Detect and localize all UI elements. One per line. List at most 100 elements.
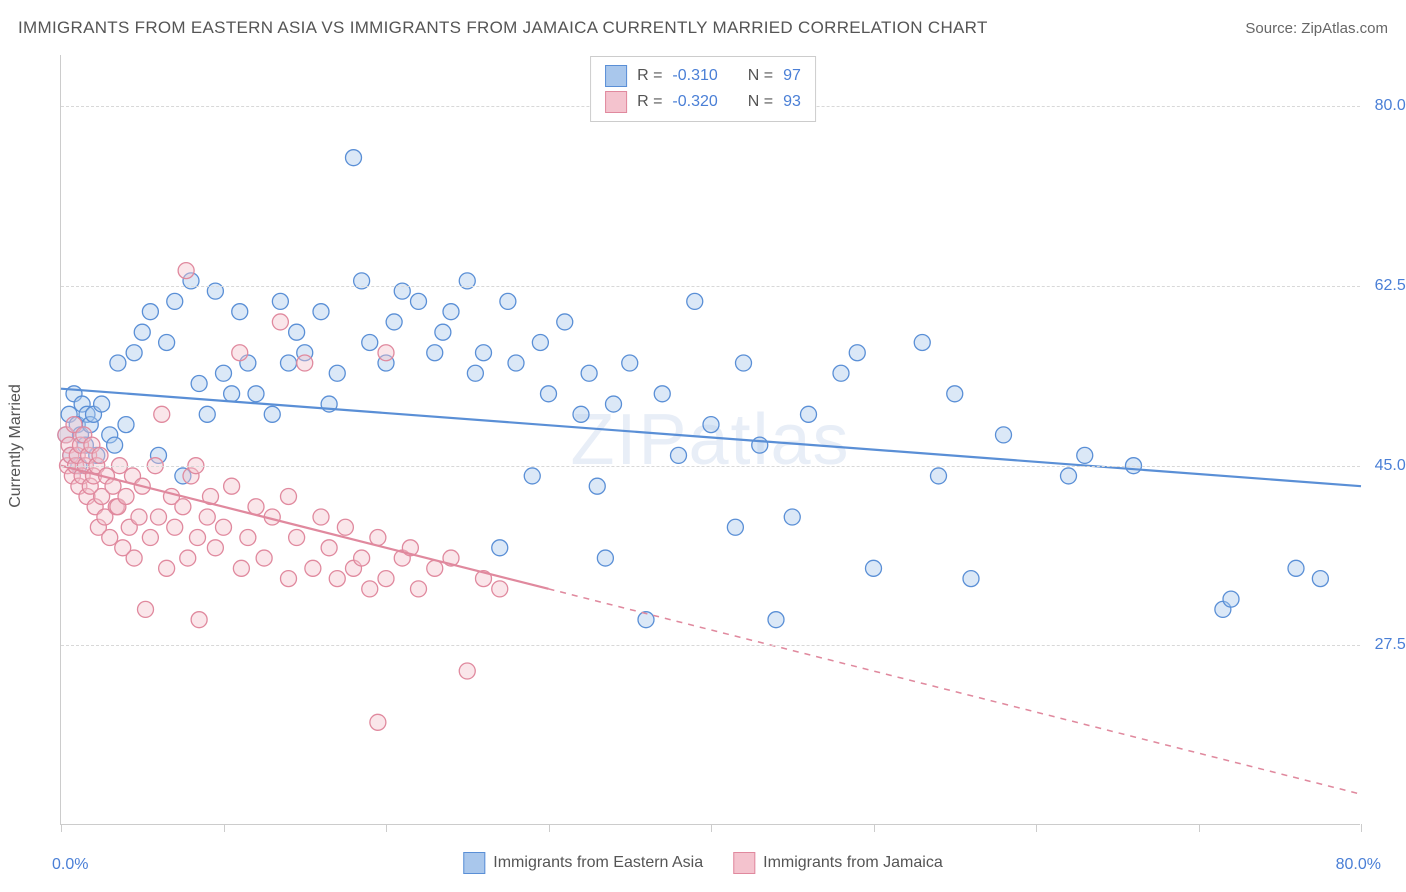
data-point <box>784 509 800 525</box>
data-point <box>216 519 232 535</box>
data-point <box>467 365 483 381</box>
data-point <box>199 406 215 422</box>
data-point <box>435 324 451 340</box>
swatch-series-b <box>605 91 627 113</box>
data-point <box>411 581 427 597</box>
data-point <box>126 345 142 361</box>
data-point <box>289 530 305 546</box>
data-point <box>297 355 313 371</box>
data-point <box>411 293 427 309</box>
data-point <box>207 540 223 556</box>
legend-label-b: Immigrants from Jamaica <box>763 854 943 872</box>
data-point <box>224 478 240 494</box>
data-point <box>256 550 272 566</box>
data-point <box>606 396 622 412</box>
data-point <box>492 581 508 597</box>
data-point <box>1061 468 1077 484</box>
data-point <box>240 530 256 546</box>
data-point <box>248 386 264 402</box>
grid-line <box>61 466 1360 467</box>
data-point <box>476 345 492 361</box>
data-point <box>142 530 158 546</box>
data-point <box>134 324 150 340</box>
data-point <box>232 345 248 361</box>
grid-line <box>61 645 1360 646</box>
data-point <box>1223 591 1239 607</box>
data-point <box>866 560 882 576</box>
data-point <box>167 293 183 309</box>
data-point <box>232 304 248 320</box>
data-point <box>581 365 597 381</box>
data-point <box>443 304 459 320</box>
data-point <box>541 386 557 402</box>
r-value-b: -0.320 <box>672 93 717 111</box>
chart-source: Source: ZipAtlas.com <box>1245 20 1388 37</box>
data-point <box>175 499 191 515</box>
data-point <box>500 293 516 309</box>
data-point <box>752 437 768 453</box>
n-label: N = <box>748 93 773 111</box>
n-value-b: 93 <box>783 93 801 111</box>
r-label: R = <box>637 93 662 111</box>
data-point <box>427 345 443 361</box>
data-point <box>272 293 288 309</box>
x-tick <box>1361 824 1362 832</box>
data-point <box>337 519 353 535</box>
data-point <box>131 509 147 525</box>
data-point <box>154 406 170 422</box>
data-point <box>492 540 508 556</box>
x-tick <box>874 824 875 832</box>
r-value-a: -0.310 <box>672 67 717 85</box>
data-point <box>671 447 687 463</box>
data-point <box>768 612 784 628</box>
trend-line-dashed <box>549 589 1362 794</box>
data-point <box>378 571 394 587</box>
x-tick <box>1199 824 1200 832</box>
data-point <box>346 150 362 166</box>
data-point <box>151 509 167 525</box>
data-point <box>736 355 752 371</box>
data-point <box>138 601 154 617</box>
data-point <box>180 550 196 566</box>
chart-svg <box>61 55 1360 824</box>
y-axis-label: Currently Married <box>7 384 25 508</box>
data-point <box>654 386 670 402</box>
data-point <box>386 314 402 330</box>
data-point <box>159 334 175 350</box>
r-label: R = <box>637 67 662 85</box>
data-point <box>264 406 280 422</box>
x-tick <box>711 824 712 832</box>
x-tick <box>61 824 62 832</box>
data-point <box>313 509 329 525</box>
x-tick <box>1036 824 1037 832</box>
x-tick <box>224 824 225 832</box>
data-point <box>427 560 443 576</box>
data-point <box>459 663 475 679</box>
data-point <box>178 263 194 279</box>
data-point <box>362 334 378 350</box>
source-name: ZipAtlas.com <box>1301 20 1388 37</box>
data-point <box>329 571 345 587</box>
grid-line <box>61 286 1360 287</box>
data-point <box>281 355 297 371</box>
legend-item-series-a: Immigrants from Eastern Asia <box>463 852 703 874</box>
data-point <box>370 530 386 546</box>
legend-correlation-box: R = -0.310 N = 97 R = -0.320 N = 93 <box>590 56 816 122</box>
data-point <box>321 540 337 556</box>
data-point <box>126 550 142 566</box>
swatch-series-b-bottom <box>733 852 755 874</box>
data-point <box>224 386 240 402</box>
data-point <box>118 417 134 433</box>
data-point <box>524 468 540 484</box>
n-label: N = <box>748 67 773 85</box>
data-point <box>216 365 232 381</box>
y-tick-label: 80.0% <box>1368 97 1406 115</box>
data-point <box>996 427 1012 443</box>
data-point <box>622 355 638 371</box>
data-point <box>233 560 249 576</box>
source-prefix: Source: <box>1245 20 1301 37</box>
y-tick-label: 62.5% <box>1368 277 1406 295</box>
data-point <box>191 376 207 392</box>
data-point <box>1288 560 1304 576</box>
data-point <box>107 437 123 453</box>
